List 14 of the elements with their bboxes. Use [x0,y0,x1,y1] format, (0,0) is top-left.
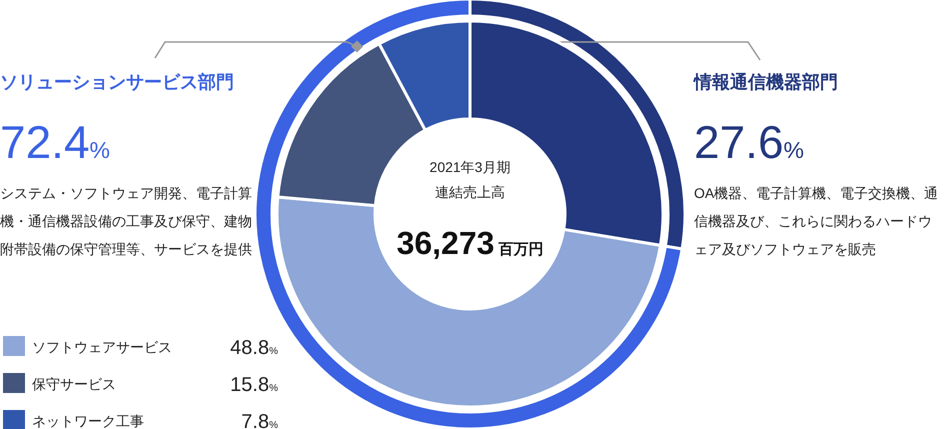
data-label: 15.8% [230,374,278,396]
text: システム・ソフトウェア開発、電子計算機・通信機器設備の工事及び保守、建物附帯設備の保守管理等、サービスを提供 [0,185,252,257]
slice-label: ソリューションサービス部門 [0,72,234,92]
data-label: 48.8% [230,337,278,359]
data-label: 72.4% [0,116,110,168]
text: 連結売上高 [435,184,505,200]
data-label: 7.8% [241,411,278,429]
text: 2021年3月期 [430,159,510,175]
legend-label: 保守サービス [32,376,116,392]
data-label: 27.6% [694,116,804,168]
text: OA機器、電子計算機、電子交換機、通信機器及び、これらに関わるハードウェア及びソフトウェアを販売 [694,185,938,257]
slice-label: 情報通信機器部門 [693,72,838,92]
legend-label: ネットワーク工事 [32,413,144,429]
legend-label: ソフトウェアサービス [32,339,172,355]
